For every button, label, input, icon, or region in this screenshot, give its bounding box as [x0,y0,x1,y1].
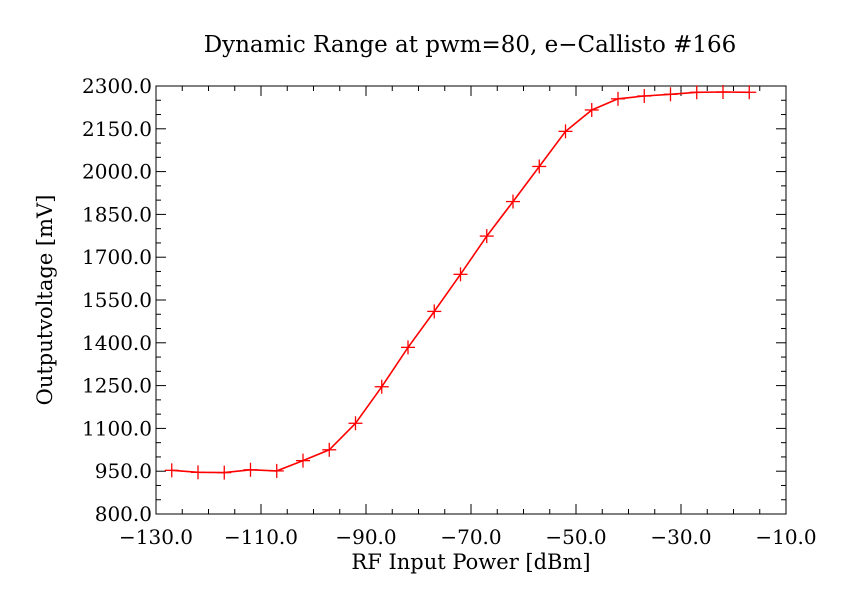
y-tick-label: 950.0 [95,459,152,483]
data-point [663,87,678,102]
y-tick-label: 1700.0 [82,245,152,269]
data-point [479,229,494,244]
y-tick-label: 1100.0 [82,416,152,440]
x-axis-label: RF Input Power [dBm] [351,550,590,574]
data-point [243,462,258,477]
data-point [296,453,310,468]
y-tick-label: 1850.0 [82,202,152,226]
data-point [191,465,205,480]
x-tick-label: −70.0 [440,525,501,549]
data-point [217,465,232,480]
x-tick-label: −50.0 [545,525,606,549]
data-point [374,379,389,394]
data-point [506,194,520,209]
data-point [164,463,179,478]
data-point [637,88,652,103]
y-tick-label: 2150.0 [82,117,152,141]
y-tick-label: 1250.0 [82,374,152,398]
y-tick-label: 2000.0 [82,160,152,184]
data-point [584,102,599,117]
data-point [348,416,363,431]
y-tick-label: 800.0 [95,502,152,526]
data-point [269,463,284,478]
data-point [716,84,730,99]
data-point [611,91,625,106]
x-tick-label: −130.0 [119,525,193,549]
y-axis-label: Outputvoltage [mV] [33,195,57,406]
x-tick-label: −90.0 [335,525,396,549]
data-point [689,85,704,100]
axes: −130.0 −110.0 −90.0 −70.0 −50.0 −30.0 −10.0 800… [82,74,817,549]
data-point [532,159,547,174]
x-tick-label: −110.0 [224,525,298,549]
data-point [453,267,468,282]
x-tick-label: −10.0 [755,525,816,549]
data-point [558,124,573,139]
x-tick-label: −30.0 [650,525,711,549]
y-tick-label: 1400.0 [82,331,152,355]
data-point [322,442,337,457]
y-tick-label: 1550.0 [82,288,152,312]
data-point [427,304,442,319]
series-line [171,91,750,474]
y-tick-label: 2300.0 [82,74,152,98]
data-point [401,340,415,355]
plot-frame [155,85,787,515]
series-markers [164,84,757,480]
chart-title: Dynamic Range at pwm=80, e−Callisto #166 [204,32,737,58]
data-point [742,85,757,100]
